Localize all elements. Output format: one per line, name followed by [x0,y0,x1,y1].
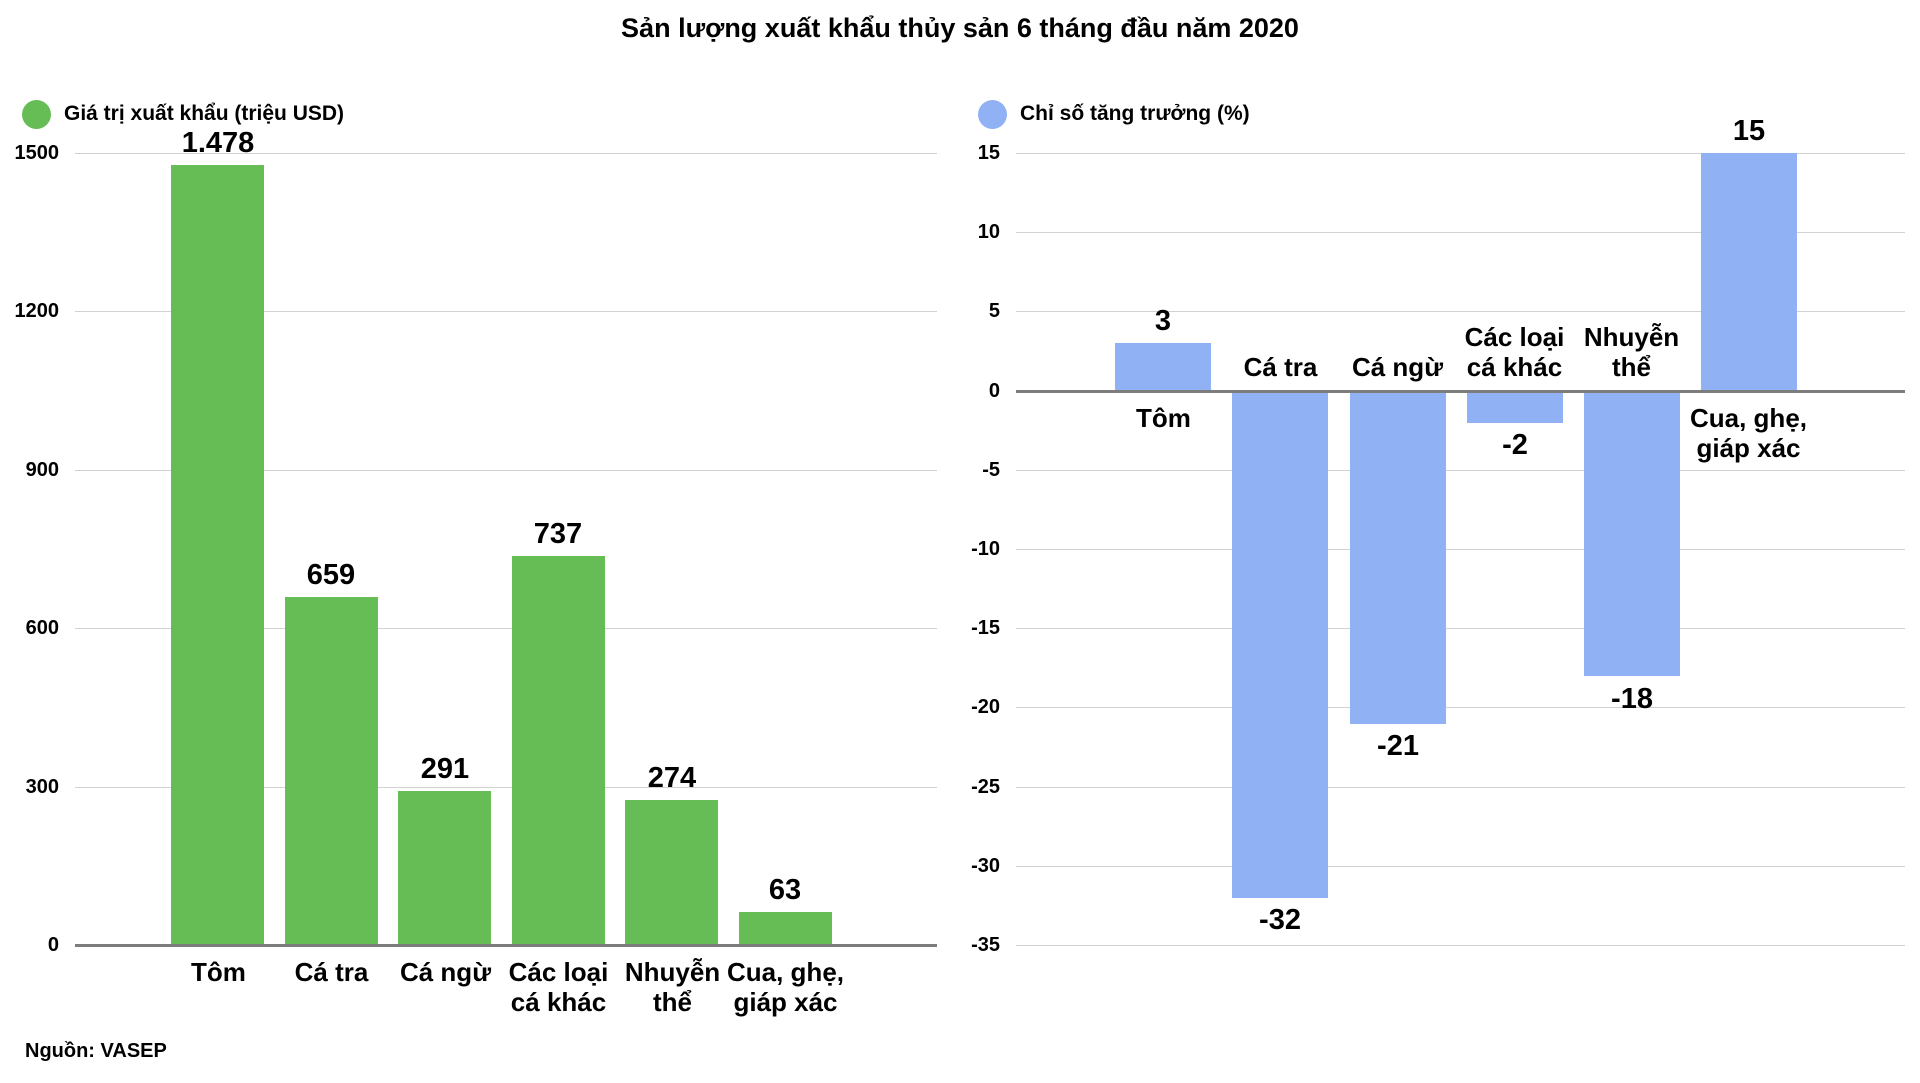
gridline [75,153,937,154]
category-label: Cua, ghẹ, giáp xác [1676,403,1821,463]
category-label: Cá tra [1208,352,1353,382]
gridline [75,311,937,313]
value-label: 3 [1154,305,1172,337]
category-label-line: Cá ngừ [1351,352,1444,382]
category-label-line: Nhuyễn [624,957,721,987]
y-axis-tick-label: 600 [25,617,59,640]
y-axis-tick-label: 300 [25,775,59,798]
legend-growth-index: Chỉ số tăng trưởng (%) [978,99,1250,129]
y-axis-tick-label: -15 [971,617,1000,640]
value-label: 659 [306,559,356,591]
category-label-line: Các loại [508,957,609,987]
category-label-line: Cá tra [294,957,369,987]
bar-Cá ngừ [1350,391,1446,724]
value-label: -18 [1611,683,1653,715]
page-title: Sản lượng xuất khẩu thủy sản 6 tháng đầu… [621,13,1299,43]
y-axis-tick-label: 900 [25,458,59,481]
y-axis-tick-label: 10 [977,221,1000,244]
source-note: Nguồn: VASEP [25,1040,167,1062]
y-axis-tick-label: 15 [977,142,1000,164]
category-label-line: Cua, ghẹ, [726,957,844,987]
bar-Các loại cá khác [512,556,605,945]
bar-Cua, ghẹ, giáp xác [739,912,832,945]
category-label: Cá ngừ [375,957,516,987]
value-label: -2 [1502,429,1528,461]
chart-growth-index: 15 10 5 0 -5 -10 -15 -20 -25 -30 -35 3 Tôm -32 Cá tra -… [971,115,1905,955]
value-label: 274 [647,762,697,794]
category-label-line: cá khác [510,987,607,1017]
category-label: Các loại cá khác [488,957,629,1017]
gridline [1016,628,1905,630]
category-label: Nhuyễn thể [1559,322,1704,382]
y-axis-tick-label: 1200 [14,300,60,323]
gridline [1016,945,1905,946]
bar-Cá ngừ [398,791,491,945]
category-label-line: Tôm [1136,403,1191,433]
gridline [1016,469,1905,471]
gridline [1016,232,1905,234]
value-label: -21 [1377,730,1419,762]
bar-Tôm [1115,343,1211,391]
value-label: 63 [768,874,802,906]
bar-Các loại cá khác [1467,391,1563,423]
y-axis-tick-label: 0 [47,934,59,956]
category-label: Các loại cá khác [1442,322,1587,382]
y-axis-tick-label: 1500 [14,142,60,164]
value-label: 15 [1732,115,1766,147]
value-label: -32 [1259,904,1301,936]
category-label: Cá tra [261,957,402,987]
y-axis-tick-label: -30 [971,854,1000,877]
category-label-line: Tôm [191,957,246,987]
gridline [75,786,937,788]
gridline [1016,865,1905,867]
y-axis-tick-label: -35 [971,934,1000,956]
bar-Cá tra [1232,391,1328,898]
category-label-line: thể [653,987,692,1017]
category-label: Tôm [148,957,289,987]
category-label: Cá ngừ [1325,352,1470,382]
legend-export-value-label: Giá trị xuất khẩu (triệu USD) [64,102,345,125]
category-label-line: thể [1612,352,1651,382]
gridline [75,628,937,630]
legend-growth-index-label: Chỉ số tăng trưởng (%) [1020,102,1250,125]
category-label-line: giáp xác [1696,433,1801,463]
gridline [1016,549,1905,550]
y-axis-tick-label: -20 [971,696,1000,719]
gridline [1016,707,1905,709]
legend-dot-blue-icon [978,99,1007,129]
category-label: Tôm [1091,403,1236,433]
category-label: Nhuyễn thể [602,957,743,1017]
gridline [1016,311,1905,313]
y-axis-tick-label: 0 [988,379,1000,402]
value-label: 737 [533,518,583,550]
y-axis-tick-label: -10 [971,538,1000,560]
bar-Nhuyễn thể [625,800,718,945]
bar-Cá tra [285,597,378,945]
gridline [75,469,937,471]
y-axis-tick-label: -25 [971,775,1000,798]
legend-dot-green-icon [22,99,51,129]
category-label-line: cá khác [1466,352,1563,382]
chart-export-value: 1500 1200 900 600 300 0 1.478 Tôm 659 Cá tra 291 Cá… [15,127,937,1017]
category-label-line: Các loại [1464,322,1565,352]
legend-export-value: Giá trị xuất khẩu (triệu USD) [22,99,344,129]
category-label-line: Cua, ghẹ, [1689,403,1807,433]
category-label-line: giáp xác [733,987,838,1017]
value-label: 1.478 [181,127,255,159]
bar-Nhuyễn thể [1584,391,1680,676]
category-label-line: Cá tra [1243,352,1318,382]
bar-Tôm [171,165,264,945]
zero-axis-line [75,944,937,947]
category-label-line: Nhuyễn [1583,322,1680,352]
gridline [1016,153,1905,154]
gridline [1016,786,1905,788]
category-label-line: Cá ngừ [399,957,492,987]
y-axis-tick-label: 5 [988,300,1000,323]
category-label: Cua, ghẹ, giáp xác [715,957,856,1017]
y-axis-tick-label: -5 [982,458,1000,481]
zero-axis-line [1016,389,1905,393]
value-label: 291 [420,753,470,785]
bar-Cua, ghẹ, giáp xác [1701,153,1797,391]
